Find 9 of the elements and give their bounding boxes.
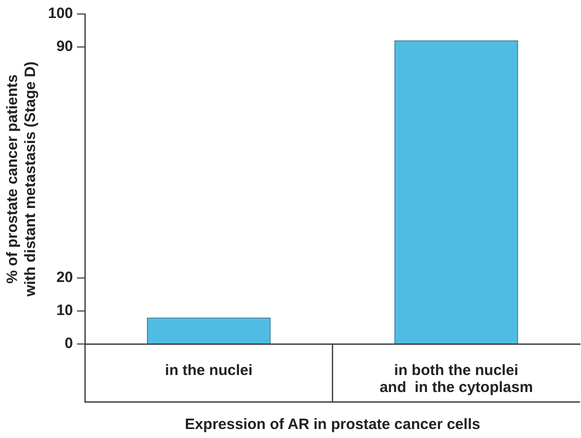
y-tick-label: 20 xyxy=(56,269,74,286)
y-tick-label: 0 xyxy=(64,335,74,352)
y-axis-title: % of prostate cancer patients with distant metastasis (Stage D) xyxy=(4,61,40,298)
x-axis-title: Expression of AR in prostate cancer cells xyxy=(184,416,480,434)
y-tick-label: 90 xyxy=(56,38,74,56)
y-tick-label: 100 xyxy=(48,5,74,22)
x-tick-label: in the nuclei xyxy=(165,362,253,379)
y-tick-label: 10 xyxy=(56,302,74,320)
x-tick-label: in both the nuclei and in the cytoplasm xyxy=(380,362,533,396)
